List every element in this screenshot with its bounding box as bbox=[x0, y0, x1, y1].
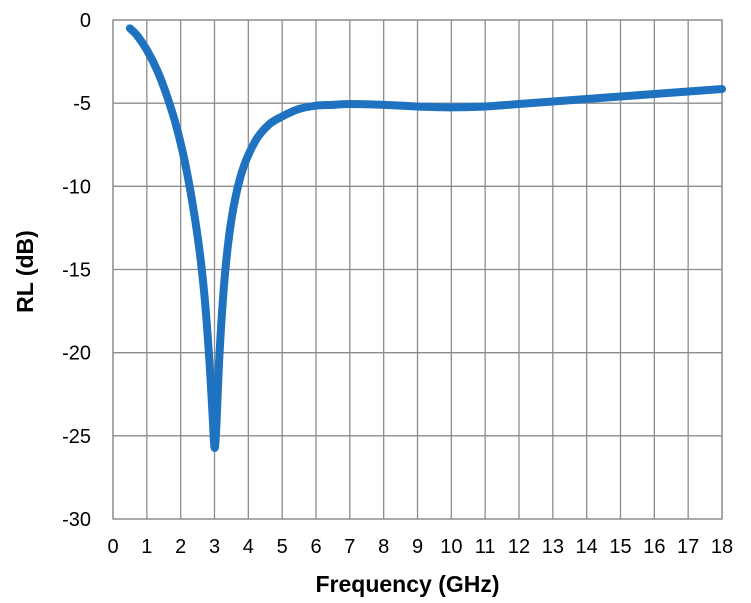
y-axis-title: RL (dB) bbox=[12, 230, 38, 313]
y-axis-ticks: 0 -5 -10 -15 -20 -25 -30 bbox=[62, 10, 91, 531]
x-tick-label: 9 bbox=[412, 536, 423, 558]
x-tick-label: 12 bbox=[508, 536, 530, 558]
y-tick-label: -10 bbox=[62, 176, 91, 198]
x-tick-label: 3 bbox=[209, 536, 220, 558]
x-tick-label: 4 bbox=[243, 536, 254, 558]
x-tick-label: 10 bbox=[440, 536, 462, 558]
x-tick-label: 5 bbox=[277, 536, 288, 558]
x-tick-label: 17 bbox=[677, 536, 699, 558]
x-tick-label: 1 bbox=[141, 536, 152, 558]
y-tick-label: -20 bbox=[62, 343, 91, 365]
rl-series-line bbox=[125, 24, 726, 452]
x-tick-label: 7 bbox=[344, 536, 355, 558]
y-tick-label: 0 bbox=[80, 10, 91, 32]
x-tick-label: 2 bbox=[175, 536, 186, 558]
x-tick-label: 16 bbox=[643, 536, 665, 558]
y-tick-label: -25 bbox=[62, 426, 91, 448]
x-tick-label: 13 bbox=[542, 536, 564, 558]
x-tick-label: 8 bbox=[378, 536, 389, 558]
x-tick-label: 0 bbox=[107, 536, 118, 558]
x-tick-label: 18 bbox=[711, 536, 733, 558]
y-tick-label: -15 bbox=[62, 260, 91, 282]
y-tick-label: -30 bbox=[62, 509, 91, 531]
x-tick-label: 15 bbox=[609, 536, 631, 558]
x-axis-title: Frequency (GHz) bbox=[315, 571, 499, 597]
plot-area bbox=[112, 19, 723, 520]
x-axis-ticks: 0 1 2 3 4 5 6 7 8 9 10 11 12 13 14 15 16 17 18 bbox=[107, 536, 733, 558]
x-tick-label: 6 bbox=[310, 536, 321, 558]
x-tick-label: 11 bbox=[475, 536, 496, 558]
y-tick-label: -5 bbox=[73, 93, 91, 115]
series-layer bbox=[125, 24, 726, 452]
x-tick-label: 14 bbox=[576, 536, 598, 558]
